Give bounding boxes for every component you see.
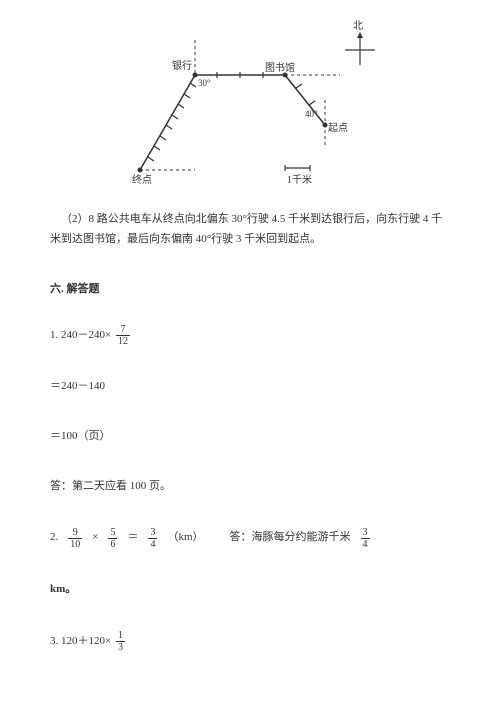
p2-ans-prefix: 答：海豚每分约能游千米 bbox=[230, 528, 351, 548]
compass-icon bbox=[345, 32, 375, 65]
p1-line3: ＝100（页） bbox=[50, 427, 450, 447]
p1-l1-text: 1. 240－240× bbox=[50, 329, 111, 341]
frac-num: 7 bbox=[116, 324, 130, 336]
frac-den: 4 bbox=[361, 539, 370, 550]
p3-line1: 3. 120＋120× 1 3 bbox=[50, 630, 450, 653]
label-start: 起点 bbox=[328, 120, 348, 138]
frac-num: 3 bbox=[361, 527, 370, 539]
route-diagram: 北 银行 图书馆 起点 终点 30° 40° 1千米 bbox=[110, 20, 390, 190]
frac-den: 3 bbox=[116, 642, 125, 653]
tick-marks-seg3 bbox=[296, 84, 315, 105]
p2-prefix: 2. bbox=[50, 528, 58, 548]
frac-den: 10 bbox=[68, 539, 82, 550]
frac-den: 4 bbox=[148, 539, 157, 550]
diagram-svg bbox=[110, 20, 390, 190]
tick-marks-seg1 bbox=[148, 83, 196, 161]
label-bank: 银行 bbox=[172, 58, 192, 76]
p2-times: × bbox=[92, 528, 98, 548]
frac-num: 5 bbox=[108, 527, 117, 539]
p2-unit: （km） bbox=[167, 528, 203, 548]
frac-den: 12 bbox=[116, 336, 130, 347]
path-seg1 bbox=[140, 75, 195, 170]
question-2-text: （2）8 路公共电车从终点向北偏东 30°行驶 4.5 千米到达银行后，向东行驶… bbox=[50, 210, 450, 250]
label-angle2: 40° bbox=[305, 106, 318, 122]
p2-tail: km。 bbox=[50, 580, 450, 600]
label-end: 终点 bbox=[132, 172, 152, 190]
frac-num: 9 bbox=[68, 527, 82, 539]
node-bank bbox=[193, 73, 198, 78]
label-scale: 1千米 bbox=[287, 172, 312, 190]
p1-line2: ＝240－140 bbox=[50, 377, 450, 397]
frac-num: 1 bbox=[116, 630, 125, 642]
p1-frac1: 7 12 bbox=[116, 324, 130, 347]
label-angle1: 30° bbox=[198, 75, 211, 91]
p2-frac3: 3 4 bbox=[148, 527, 157, 550]
frac-den: 6 bbox=[108, 539, 117, 550]
p3-frac1: 1 3 bbox=[116, 630, 125, 653]
p3-l1-text: 3. 120＋120× bbox=[50, 635, 111, 647]
p2-row: 2. 9 10 × 5 6 ＝ 3 4 （km） 答：海豚每分约能游千米 3 4 bbox=[50, 527, 450, 550]
section-6-title: 六. 解答题 bbox=[50, 280, 450, 300]
p2-frac4: 3 4 bbox=[361, 527, 370, 550]
p2-eq: ＝ bbox=[127, 528, 138, 548]
label-library: 图书馆 bbox=[265, 60, 295, 78]
p1-line1: 1. 240－240× 7 12 bbox=[50, 324, 450, 347]
compass-north-label: 北 bbox=[353, 18, 363, 36]
p1-answer: 答：第二天应看 100 页。 bbox=[50, 477, 450, 497]
node-start bbox=[323, 123, 328, 128]
p2-frac2: 5 6 bbox=[108, 527, 117, 550]
p2-frac1: 9 10 bbox=[68, 527, 82, 550]
frac-num: 3 bbox=[148, 527, 157, 539]
